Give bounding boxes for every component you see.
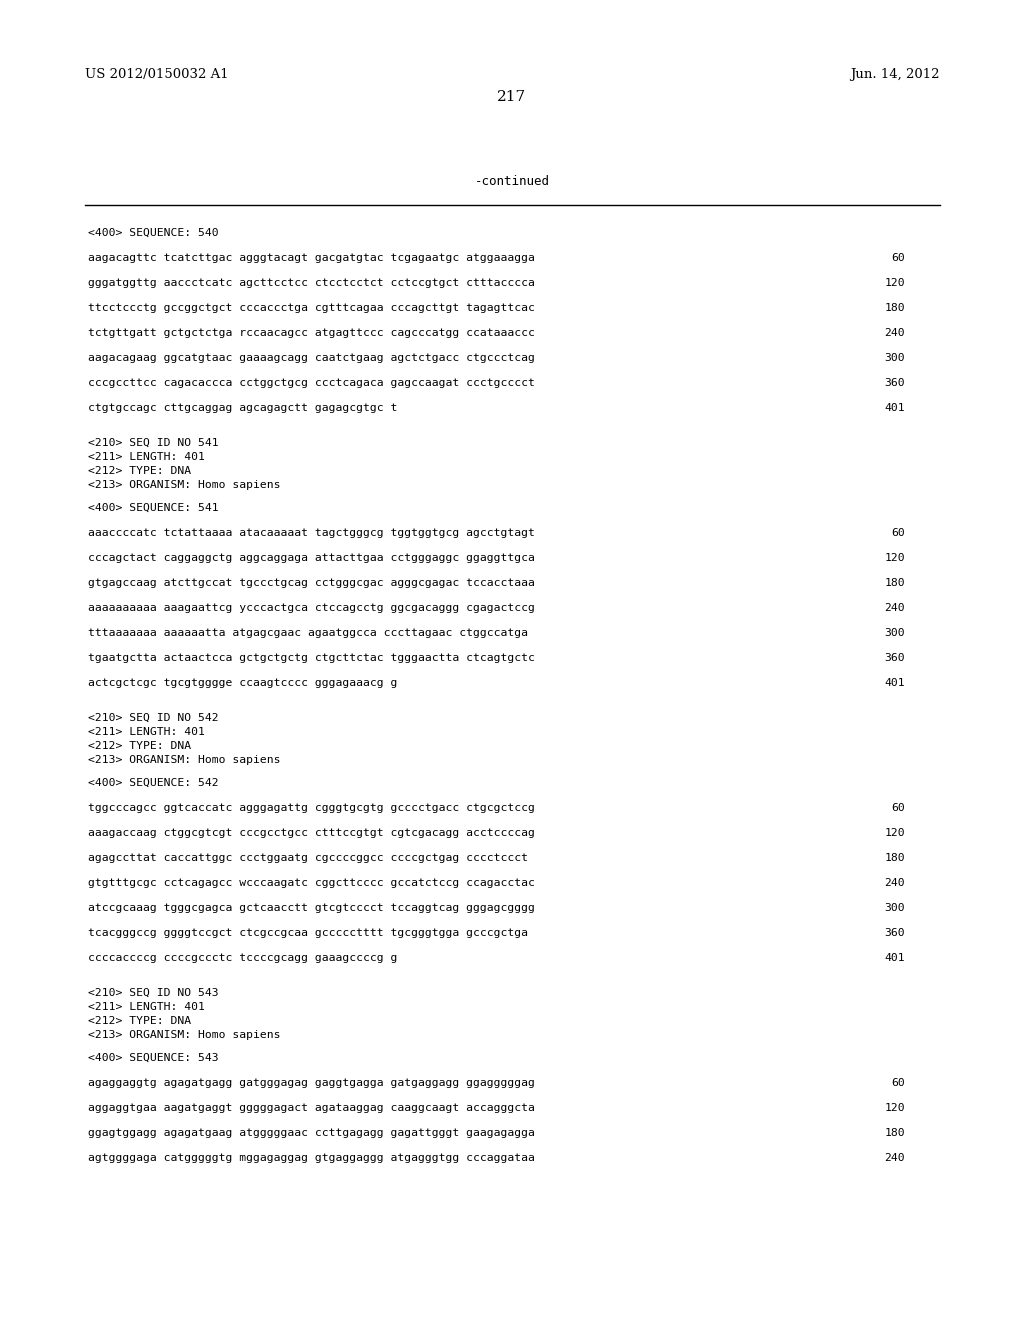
Text: <400> SEQUENCE: 542: <400> SEQUENCE: 542 (88, 777, 219, 788)
Text: 240: 240 (885, 878, 905, 888)
Text: gggatggttg aaccctcatc agcttcctcc ctcctcctct cctccgtgct ctttacccca: gggatggttg aaccctcatc agcttcctcc ctcctcc… (88, 279, 535, 288)
Text: <211> LENGTH: 401: <211> LENGTH: 401 (88, 451, 205, 462)
Text: ggagtggagg agagatgaag atgggggaac ccttgagagg gagattgggt gaagagagga: ggagtggagg agagatgaag atgggggaac ccttgag… (88, 1129, 535, 1138)
Text: 60: 60 (891, 1078, 905, 1088)
Text: aaaaaaaaaa aaagaattcg ycccactgca ctccagcctg ggcgacaggg cgagactccg: aaaaaaaaaa aaagaattcg ycccactgca ctccagc… (88, 603, 535, 612)
Text: <400> SEQUENCE: 540: <400> SEQUENCE: 540 (88, 228, 219, 238)
Text: <210> SEQ ID NO 542: <210> SEQ ID NO 542 (88, 713, 219, 723)
Text: aggaggtgaa aagatgaggt gggggagact agataaggag caaggcaagt accagggcta: aggaggtgaa aagatgaggt gggggagact agataag… (88, 1104, 535, 1113)
Text: 60: 60 (891, 803, 905, 813)
Text: 300: 300 (885, 903, 905, 913)
Text: tctgttgatt gctgctctga rccaacagcc atgagttccc cagcccatgg ccataaaccc: tctgttgatt gctgctctga rccaacagcc atgagtt… (88, 327, 535, 338)
Text: ccccaccccg ccccgccctc tccccgcagg gaaagccccg g: ccccaccccg ccccgccctc tccccgcagg gaaagcc… (88, 953, 397, 964)
Text: cccgccttcc cagacaccca cctggctgcg ccctcagaca gagccaagat ccctgcccct: cccgccttcc cagacaccca cctggctgcg ccctcag… (88, 378, 535, 388)
Text: tgaatgctta actaactcca gctgctgctg ctgcttctac tgggaactta ctcagtgctc: tgaatgctta actaactcca gctgctgctg ctgcttc… (88, 653, 535, 663)
Text: <210> SEQ ID NO 541: <210> SEQ ID NO 541 (88, 438, 219, 447)
Text: tttaaaaaaa aaaaaatta atgagcgaac agaatggcca cccttagaac ctggccatga: tttaaaaaaa aaaaaatta atgagcgaac agaatggc… (88, 628, 528, 638)
Text: <213> ORGANISM: Homo sapiens: <213> ORGANISM: Homo sapiens (88, 1030, 281, 1040)
Text: 360: 360 (885, 928, 905, 939)
Text: 401: 401 (885, 403, 905, 413)
Text: 401: 401 (885, 678, 905, 688)
Text: 120: 120 (885, 279, 905, 288)
Text: <213> ORGANISM: Homo sapiens: <213> ORGANISM: Homo sapiens (88, 480, 281, 490)
Text: cccagctact caggaggctg aggcaggaga attacttgaa cctgggaggc ggaggttgca: cccagctact caggaggctg aggcaggaga attactt… (88, 553, 535, 564)
Text: 300: 300 (885, 352, 905, 363)
Text: tcacgggccg ggggtccgct ctcgccgcaa gccccctttt tgcgggtgga gcccgctga: tcacgggccg ggggtccgct ctcgccgcaa gccccct… (88, 928, 528, 939)
Text: ttcctccctg gccggctgct cccaccctga cgtttcagaa cccagcttgt tagagttcac: ttcctccctg gccggctgct cccaccctga cgtttca… (88, 304, 535, 313)
Text: 180: 180 (885, 1129, 905, 1138)
Text: agaggaggtg agagatgagg gatgggagag gaggtgagga gatgaggagg ggagggggag: agaggaggtg agagatgagg gatgggagag gaggtga… (88, 1078, 535, 1088)
Text: 180: 180 (885, 578, 905, 587)
Text: 60: 60 (891, 253, 905, 263)
Text: <211> LENGTH: 401: <211> LENGTH: 401 (88, 1002, 205, 1012)
Text: Jun. 14, 2012: Jun. 14, 2012 (851, 69, 940, 81)
Text: agtggggaga catgggggtg mggagaggag gtgaggaggg atgagggtgg cccaggataa: agtggggaga catgggggtg mggagaggag gtgagga… (88, 1152, 535, 1163)
Text: gtgtttgcgc cctcagagcc wcccaagatc cggcttcccc gccatctccg ccagacctac: gtgtttgcgc cctcagagcc wcccaagatc cggcttc… (88, 878, 535, 888)
Text: aaagaccaag ctggcgtcgt cccgcctgcc ctttccgtgt cgtcgacagg acctccccag: aaagaccaag ctggcgtcgt cccgcctgcc ctttccg… (88, 828, 535, 838)
Text: <211> LENGTH: 401: <211> LENGTH: 401 (88, 727, 205, 737)
Text: gtgagccaag atcttgccat tgccctgcag cctgggcgac agggcgagac tccacctaaa: gtgagccaag atcttgccat tgccctgcag cctgggc… (88, 578, 535, 587)
Text: 401: 401 (885, 953, 905, 964)
Text: 300: 300 (885, 628, 905, 638)
Text: <212> TYPE: DNA: <212> TYPE: DNA (88, 466, 191, 477)
Text: 120: 120 (885, 828, 905, 838)
Text: 120: 120 (885, 1104, 905, 1113)
Text: 240: 240 (885, 1152, 905, 1163)
Text: 240: 240 (885, 603, 905, 612)
Text: US 2012/0150032 A1: US 2012/0150032 A1 (85, 69, 228, 81)
Text: atccgcaaag tgggcgagca gctcaacctt gtcgtcccct tccaggtcag gggagcgggg: atccgcaaag tgggcgagca gctcaacctt gtcgtcc… (88, 903, 535, 913)
Text: 180: 180 (885, 304, 905, 313)
Text: agagccttat caccattggc ccctggaatg cgccccggcc ccccgctgag cccctccct: agagccttat caccattggc ccctggaatg cgccccg… (88, 853, 528, 863)
Text: actcgctcgc tgcgtgggge ccaagtcccc gggagaaacg g: actcgctcgc tgcgtgggge ccaagtcccc gggagaa… (88, 678, 397, 688)
Text: <400> SEQUENCE: 543: <400> SEQUENCE: 543 (88, 1053, 219, 1063)
Text: 360: 360 (885, 378, 905, 388)
Text: 120: 120 (885, 553, 905, 564)
Text: <212> TYPE: DNA: <212> TYPE: DNA (88, 1016, 191, 1026)
Text: 180: 180 (885, 853, 905, 863)
Text: -continued: -continued (474, 176, 550, 187)
Text: <212> TYPE: DNA: <212> TYPE: DNA (88, 741, 191, 751)
Text: 217: 217 (498, 90, 526, 104)
Text: tggcccagcc ggtcaccatc agggagattg cgggtgcgtg gcccctgacc ctgcgctccg: tggcccagcc ggtcaccatc agggagattg cgggtgc… (88, 803, 535, 813)
Text: <213> ORGANISM: Homo sapiens: <213> ORGANISM: Homo sapiens (88, 755, 281, 766)
Text: ctgtgccagc cttgcaggag agcagagctt gagagcgtgc t: ctgtgccagc cttgcaggag agcagagctt gagagcg… (88, 403, 397, 413)
Text: <210> SEQ ID NO 543: <210> SEQ ID NO 543 (88, 987, 219, 998)
Text: 360: 360 (885, 653, 905, 663)
Text: <400> SEQUENCE: 541: <400> SEQUENCE: 541 (88, 503, 219, 513)
Text: 60: 60 (891, 528, 905, 539)
Text: aagacagaag ggcatgtaac gaaaagcagg caatctgaag agctctgacc ctgccctcag: aagacagaag ggcatgtaac gaaaagcagg caatctg… (88, 352, 535, 363)
Text: 240: 240 (885, 327, 905, 338)
Text: aagacagttc tcatcttgac agggtacagt gacgatgtac tcgagaatgc atggaaagga: aagacagttc tcatcttgac agggtacagt gacgatg… (88, 253, 535, 263)
Text: aaaccccatc tctattaaaa atacaaaaat tagctgggcg tggtggtgcg agcctgtagt: aaaccccatc tctattaaaa atacaaaaat tagctgg… (88, 528, 535, 539)
